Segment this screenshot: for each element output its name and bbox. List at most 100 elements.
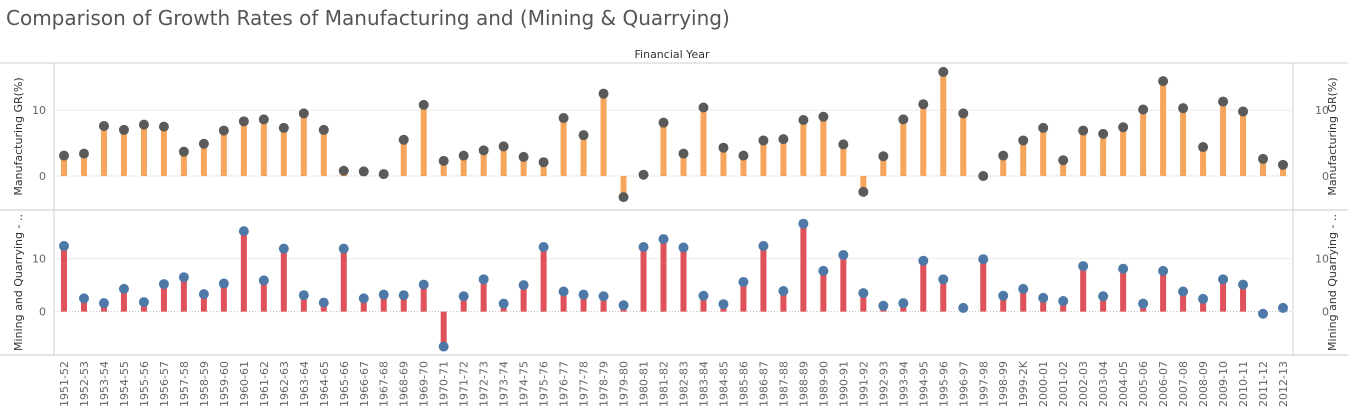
mining-bar bbox=[700, 295, 707, 312]
x-tick-label: 2006-07 bbox=[1157, 361, 1170, 407]
x-tick-label: 1963-64 bbox=[298, 361, 311, 407]
manufacturing-point bbox=[438, 155, 449, 166]
x-tick-label: 1990-91 bbox=[837, 361, 850, 407]
manufacturing-bar bbox=[500, 146, 507, 177]
manufacturing-point bbox=[1118, 122, 1129, 133]
mining-point bbox=[998, 290, 1009, 301]
manufacturing-bar bbox=[1020, 140, 1027, 177]
mining-bar bbox=[920, 260, 927, 312]
manufacturing-point bbox=[1138, 104, 1149, 115]
x-tick-label: 1980-81 bbox=[638, 361, 651, 407]
manufacturing-point bbox=[578, 130, 589, 141]
manufacturing-bar bbox=[880, 156, 887, 177]
mining-bar bbox=[1020, 288, 1027, 312]
manufacturing-point bbox=[58, 150, 69, 161]
mining-point bbox=[938, 274, 949, 285]
mining-bar bbox=[120, 288, 127, 312]
x-tick-label: 1979-80 bbox=[618, 361, 631, 407]
mining-ytick-left: 0 bbox=[39, 306, 46, 319]
manufacturing-point bbox=[258, 114, 269, 125]
x-tick-label: 1995-96 bbox=[937, 361, 950, 407]
x-tick-label: 1972-73 bbox=[478, 361, 491, 407]
mining-point bbox=[358, 293, 369, 304]
manufacturing-point bbox=[718, 142, 729, 153]
mining-bar bbox=[400, 295, 407, 312]
manufacturing-bar bbox=[1140, 109, 1147, 177]
manufacturing-point bbox=[838, 139, 849, 150]
mining-bar bbox=[300, 295, 307, 312]
mining-ylabel-left: Mining and Quarrying - .. bbox=[12, 214, 25, 351]
mining-bar bbox=[240, 231, 247, 312]
x-tick-label: 1996-97 bbox=[957, 361, 970, 407]
x-tick-label: 1966-67 bbox=[358, 361, 371, 407]
manufacturing-point bbox=[1038, 122, 1049, 133]
x-tick-label: 1969-70 bbox=[418, 361, 431, 407]
x-tick-label: 2000-01 bbox=[1037, 361, 1050, 407]
manufacturing-point bbox=[1098, 128, 1109, 139]
manufacturing-bar bbox=[780, 139, 787, 177]
mining-bar bbox=[940, 279, 947, 312]
manufacturing-point bbox=[598, 88, 609, 99]
x-tick-label: 1984-85 bbox=[717, 361, 730, 407]
mining-bar bbox=[160, 284, 167, 312]
manufacturing-bar bbox=[160, 126, 167, 177]
manufacturing-point bbox=[678, 148, 689, 159]
manufacturing-point bbox=[1238, 106, 1249, 117]
mining-point bbox=[798, 218, 809, 229]
x-tick-label: 1952-53 bbox=[78, 361, 91, 407]
x-tick-label: 2003-04 bbox=[1097, 361, 1110, 407]
mining-ytick-right: 10 bbox=[1315, 253, 1329, 266]
mining-point bbox=[678, 242, 689, 253]
x-tick-label: 2011-12 bbox=[1257, 361, 1270, 407]
mining-point bbox=[638, 242, 649, 253]
mining-point bbox=[838, 249, 849, 260]
mining-bar bbox=[360, 298, 367, 312]
manufacturing-ylabel-right: Manufacturing GR(%) bbox=[1326, 77, 1339, 195]
mining-point bbox=[278, 243, 289, 254]
mining-point bbox=[858, 288, 869, 299]
manufacturing-bar bbox=[300, 113, 307, 177]
mining-bar bbox=[480, 279, 487, 312]
mining-point bbox=[1218, 274, 1229, 285]
manufacturing-bar bbox=[320, 129, 327, 177]
mining-bar bbox=[1220, 279, 1227, 312]
x-tick-label: 1965-66 bbox=[338, 361, 351, 407]
x-tick-label: 1956-57 bbox=[158, 361, 171, 407]
manufacturing-bar bbox=[180, 151, 187, 177]
mining-bar bbox=[460, 296, 467, 312]
mining-bar bbox=[640, 247, 647, 312]
manufacturing-bar bbox=[1260, 158, 1267, 177]
manufacturing-bar bbox=[580, 135, 587, 177]
mining-point bbox=[238, 226, 249, 237]
manufacturing-bar bbox=[1280, 164, 1287, 177]
manufacturing-point bbox=[978, 171, 989, 182]
manufacturing-bar bbox=[1100, 133, 1107, 177]
manufacturing-ytick-left: 10 bbox=[32, 104, 46, 117]
x-tick-label: 1985-86 bbox=[737, 361, 750, 407]
x-tick-label: 1953-54 bbox=[98, 361, 111, 407]
mining-point bbox=[1198, 293, 1209, 304]
x-tick-label: 1962-63 bbox=[278, 361, 291, 407]
x-tick-label: 1968-69 bbox=[398, 361, 411, 407]
manufacturing-point bbox=[1018, 135, 1029, 146]
manufacturing-point bbox=[998, 150, 1009, 161]
mining-point bbox=[418, 279, 429, 290]
manufacturing-bar bbox=[420, 104, 427, 177]
x-tick-label: 2007-08 bbox=[1177, 361, 1190, 407]
x-tick-label: 2005-06 bbox=[1137, 361, 1150, 407]
manufacturing-point bbox=[658, 117, 669, 128]
x-tick-label: 1977-78 bbox=[578, 361, 591, 407]
mining-ytick-right: 0 bbox=[1322, 306, 1329, 319]
manufacturing-point bbox=[1178, 103, 1189, 114]
manufacturing-bar bbox=[760, 140, 767, 177]
manufacturing-point bbox=[538, 157, 549, 168]
manufacturing-bar bbox=[200, 143, 207, 177]
manufacturing-point bbox=[218, 125, 229, 136]
mining-point bbox=[218, 278, 229, 289]
x-tick-label: 1983-84 bbox=[697, 361, 710, 407]
mining-point bbox=[478, 274, 489, 285]
manufacturing-bar bbox=[740, 155, 747, 177]
mining-bar bbox=[1120, 268, 1127, 312]
